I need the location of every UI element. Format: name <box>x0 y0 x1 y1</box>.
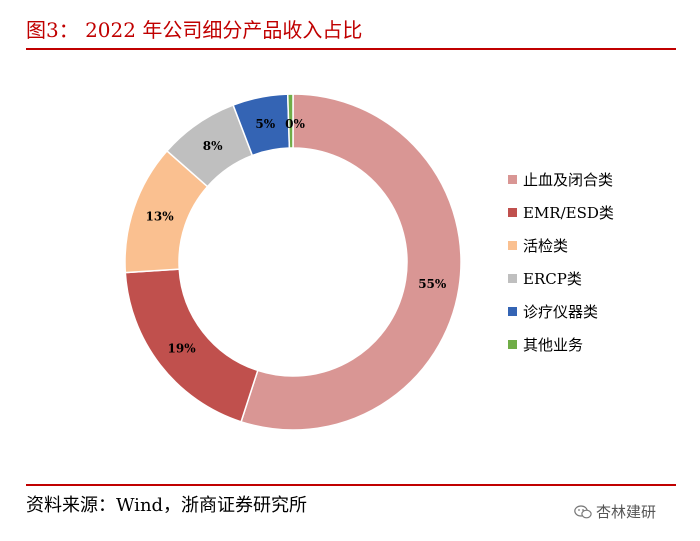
wechat-icon <box>574 504 592 518</box>
watermark: 杏林建研 <box>574 501 656 522</box>
donut-data-labels: 55% 19% 13% 8% 5% 0% <box>146 117 447 356</box>
legend-swatch-3 <box>508 241 517 250</box>
data-label-1: 55% <box>418 277 447 291</box>
page-title: 图3： 2022 年公司细分产品收入占比 <box>26 18 363 42</box>
legend-label-2: EMR/ESD类 <box>523 204 614 222</box>
footer-divider <box>26 484 676 486</box>
legend-swatch-1 <box>508 175 517 184</box>
legend-swatch-2 <box>508 208 517 217</box>
watermark-text: 杏林建研 <box>596 503 657 521</box>
data-label-2: 19% <box>168 341 197 355</box>
legend-swatch-4 <box>508 274 517 283</box>
donut-slices <box>124 93 462 431</box>
slice-1 <box>240 93 462 431</box>
data-label-5: 5% <box>255 117 275 131</box>
legend-swatch-6 <box>508 340 517 349</box>
legend-label-5: 诊疗仪器类 <box>523 303 598 321</box>
slice-6 <box>286 93 294 149</box>
legend-swatch-5 <box>508 307 517 316</box>
title-divider <box>26 48 676 50</box>
legend-label-6: 其他业务 <box>523 336 583 354</box>
legend-label-1: 止血及闭合类 <box>523 171 613 189</box>
source-note: 资料来源：Wind，浙商证券研究所 <box>26 495 308 516</box>
data-label-3: 13% <box>146 209 175 223</box>
legend-label-4: ERCP类 <box>523 270 582 288</box>
data-label-6: 0% <box>285 117 305 131</box>
data-label-4: 8% <box>203 139 223 153</box>
legend-label-3: 活检类 <box>523 237 568 255</box>
